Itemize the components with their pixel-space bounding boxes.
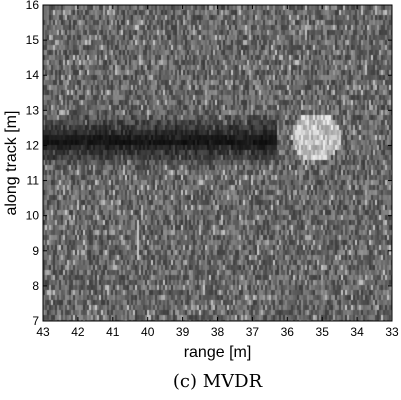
y-tick-label: 7 <box>32 314 39 328</box>
plot-area <box>43 5 392 321</box>
axis-ticks: 43 42 41 40 39 38 37 36 35 34 33 7 8 9 10 11 12 13 14 15 16 <box>26 0 399 339</box>
x-tick-label: 39 <box>176 325 190 339</box>
x-tick-label: 34 <box>350 325 364 339</box>
y-tick-label: 16 <box>26 0 40 12</box>
y-tick-label: 14 <box>26 68 40 82</box>
y-tick-label: 8 <box>32 279 39 293</box>
x-tick-label: 40 <box>141 325 155 339</box>
y-tick-label: 9 <box>32 244 39 258</box>
x-tick-label: 36 <box>281 325 295 339</box>
y-axis-label: along track [m] <box>3 111 20 216</box>
x-tick-label: 37 <box>246 325 260 339</box>
figure-caption: (c) MVDR <box>173 371 263 392</box>
y-tick-label: 10 <box>26 209 40 223</box>
sonar-image <box>43 5 392 321</box>
x-tick-label: 38 <box>211 325 225 339</box>
x-tick-label: 41 <box>106 325 120 339</box>
y-tick-label: 13 <box>26 103 40 117</box>
y-tick-label: 15 <box>26 33 40 47</box>
x-tick-label: 35 <box>316 325 330 339</box>
x-tick-label: 42 <box>71 325 85 339</box>
x-tick-label: 43 <box>36 325 50 339</box>
x-axis-label: range [m] <box>184 344 252 361</box>
y-tick-label: 12 <box>26 138 40 152</box>
x-tick-label: 33 <box>385 325 399 339</box>
y-tick-label: 11 <box>27 174 40 188</box>
